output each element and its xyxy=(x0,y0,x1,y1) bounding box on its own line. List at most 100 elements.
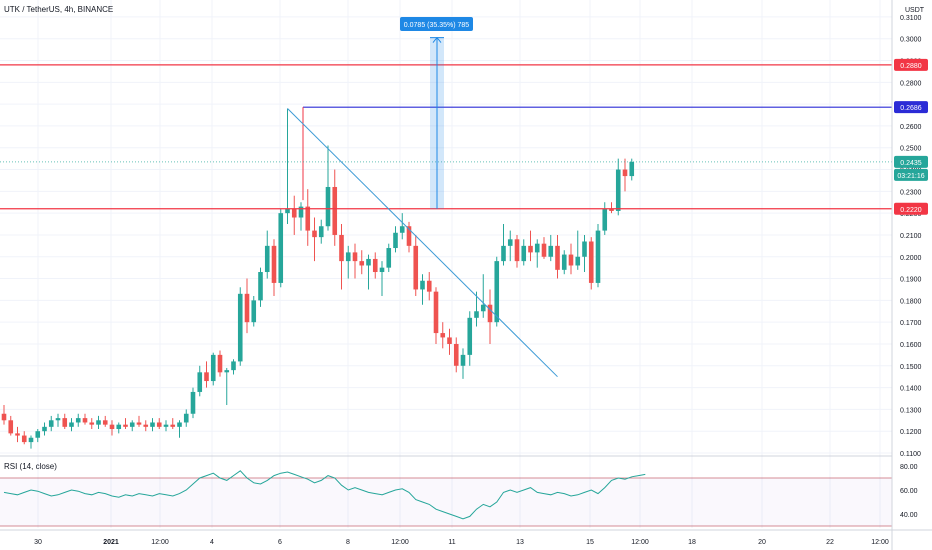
candle[interactable] xyxy=(136,415,142,427)
candle[interactable] xyxy=(109,420,115,436)
candle[interactable] xyxy=(55,413,61,427)
candle[interactable] xyxy=(582,234,587,273)
candle[interactable] xyxy=(615,158,621,216)
candle[interactable] xyxy=(35,429,41,443)
candle[interactable] xyxy=(15,426,20,443)
candle[interactable] xyxy=(190,387,196,419)
candle[interactable] xyxy=(123,418,128,430)
candle[interactable] xyxy=(420,274,425,305)
candle[interactable] xyxy=(399,213,405,240)
candle[interactable] xyxy=(426,272,432,301)
candlesticks[interactable] xyxy=(1,108,635,449)
candle[interactable] xyxy=(204,361,209,388)
candle[interactable] xyxy=(21,431,27,445)
candle[interactable] xyxy=(224,367,230,406)
drawings[interactable]: 0.0785 (35.35%) 785 xyxy=(0,17,892,378)
candle[interactable] xyxy=(170,418,176,430)
candle[interactable] xyxy=(629,158,635,181)
candle[interactable] xyxy=(89,418,95,430)
candle[interactable] xyxy=(285,108,290,225)
candle[interactable] xyxy=(332,169,338,246)
candle[interactable] xyxy=(494,256,500,327)
candle[interactable] xyxy=(561,250,567,275)
candle[interactable] xyxy=(528,230,533,262)
candle[interactable] xyxy=(291,195,297,235)
candle[interactable] xyxy=(325,145,331,231)
candle[interactable] xyxy=(258,267,263,307)
candle[interactable] xyxy=(588,237,594,290)
candle[interactable] xyxy=(251,296,257,327)
candle[interactable] xyxy=(602,202,608,235)
candle[interactable] xyxy=(514,234,520,268)
candle[interactable] xyxy=(42,422,47,436)
candle[interactable] xyxy=(150,418,155,432)
price-axis-label: 0.3100 xyxy=(900,15,922,22)
candle[interactable] xyxy=(231,359,236,375)
candle[interactable] xyxy=(413,234,419,297)
candle[interactable] xyxy=(507,230,513,262)
candle[interactable] xyxy=(575,230,581,270)
candle[interactable] xyxy=(69,418,74,432)
candle[interactable] xyxy=(433,287,439,344)
candle[interactable] xyxy=(102,415,108,427)
candle[interactable] xyxy=(555,234,560,279)
candle[interactable] xyxy=(345,245,351,279)
candle[interactable] xyxy=(48,415,54,432)
candle[interactable] xyxy=(298,202,304,231)
candle[interactable] xyxy=(8,415,14,436)
candle[interactable] xyxy=(568,243,574,275)
candle[interactable] xyxy=(467,311,473,366)
candle[interactable] xyxy=(480,274,486,318)
candle[interactable] xyxy=(372,252,378,279)
candle[interactable] xyxy=(143,420,149,432)
candle[interactable] xyxy=(28,435,34,449)
candle[interactable] xyxy=(339,224,344,290)
candle[interactable] xyxy=(183,409,189,427)
candle[interactable] xyxy=(453,337,459,373)
candle[interactable] xyxy=(366,254,371,290)
candle[interactable] xyxy=(1,405,7,425)
candle[interactable] xyxy=(312,217,317,262)
candle[interactable] xyxy=(264,230,270,279)
candle[interactable] xyxy=(217,350,223,377)
candle[interactable] xyxy=(595,224,601,288)
candle[interactable] xyxy=(501,224,506,266)
candle[interactable] xyxy=(177,420,182,438)
candle[interactable] xyxy=(474,291,479,327)
candle[interactable] xyxy=(440,322,446,349)
candle[interactable] xyxy=(197,365,203,397)
candle[interactable] xyxy=(96,415,101,430)
candle[interactable] xyxy=(244,278,250,334)
candle[interactable] xyxy=(271,239,277,297)
price-tag xyxy=(894,101,928,114)
candle[interactable] xyxy=(379,261,385,297)
candle[interactable] xyxy=(352,243,358,279)
candle[interactable] xyxy=(406,221,412,253)
candle[interactable] xyxy=(278,208,284,288)
candle[interactable] xyxy=(129,420,135,432)
candle[interactable] xyxy=(163,420,169,432)
candle[interactable] xyxy=(548,234,554,262)
candle[interactable] xyxy=(487,289,493,344)
candle[interactable] xyxy=(305,189,311,246)
candle[interactable] xyxy=(62,413,68,430)
candle[interactable] xyxy=(82,413,88,425)
trendline[interactable] xyxy=(287,108,558,378)
candle[interactable] xyxy=(622,158,628,192)
candle[interactable] xyxy=(609,202,614,214)
candle[interactable] xyxy=(393,226,398,253)
candle[interactable] xyxy=(359,250,365,275)
candle[interactable] xyxy=(318,219,324,244)
candle[interactable] xyxy=(460,348,466,379)
candle[interactable] xyxy=(156,418,162,430)
candle[interactable] xyxy=(237,287,243,366)
candle[interactable] xyxy=(210,352,216,386)
candle[interactable] xyxy=(541,237,547,259)
candle[interactable] xyxy=(521,239,527,266)
candle[interactable] xyxy=(386,243,392,273)
candle[interactable] xyxy=(75,413,81,427)
candle[interactable] xyxy=(534,239,540,268)
candle[interactable] xyxy=(116,422,122,434)
candle[interactable] xyxy=(447,328,452,355)
